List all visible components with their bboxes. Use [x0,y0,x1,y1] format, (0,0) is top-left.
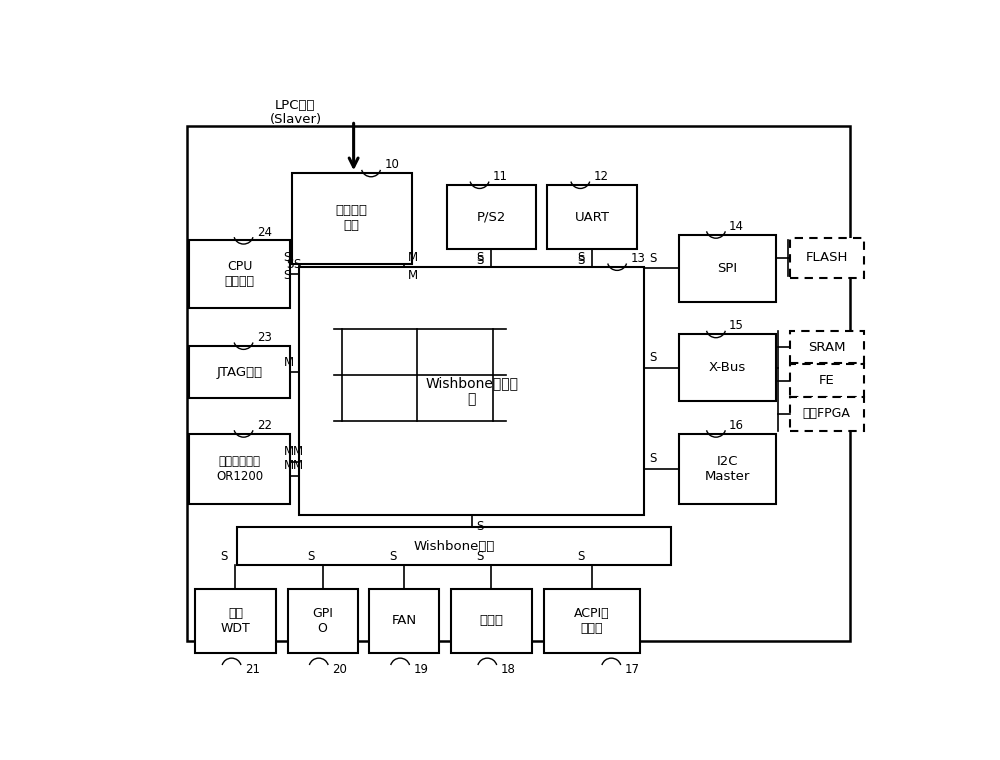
Bar [790,331,864,363]
Text: S: S [650,452,657,465]
Text: 22: 22 [257,419,272,432]
Text: UART: UART [574,211,609,223]
Text: 17: 17 [624,663,639,676]
Text: 23: 23 [257,331,272,344]
Text: S: S [476,254,483,267]
Text: S: S [389,550,396,563]
Text: 14: 14 [729,220,744,233]
Text: M: M [408,251,418,264]
Text: S: S [308,550,315,563]
Bar [189,240,290,308]
Text: FE: FE [819,374,835,387]
Text: 18: 18 [500,663,515,676]
Text: CPU
维护接口: CPU 维护接口 [225,260,255,288]
Bar [790,397,864,431]
Bar [299,267,644,515]
Text: GPI
O: GPI O [312,606,333,635]
Bar [679,334,776,401]
Text: 蜂鸣器: 蜂鸣器 [479,614,503,627]
Bar [189,433,290,504]
Text: 13: 13 [630,252,645,265]
Bar [790,238,864,278]
Text: LPC总线: LPC总线 [275,99,316,112]
Text: M: M [293,459,303,472]
Text: S: S [476,520,484,534]
Bar [369,588,439,653]
Bar [187,126,850,641]
Text: S: S [293,258,301,271]
Text: M: M [284,445,294,458]
Text: S: S [287,258,294,271]
Text: 嵌入式处理器
OR1200: 嵌入式处理器 OR1200 [216,454,263,483]
Text: 15: 15 [729,319,744,332]
Text: S: S [476,251,483,264]
Text: 12: 12 [593,170,608,183]
Text: 16: 16 [729,419,744,432]
Text: 21: 21 [245,663,260,676]
Bar [679,235,776,302]
Text: I2C
Master: I2C Master [705,454,750,483]
Text: 主机系统
接口: 主机系统 接口 [336,204,368,233]
Text: FLASH: FLASH [806,252,848,264]
Text: M: M [284,356,294,369]
Text: S: S [283,268,291,281]
Text: FAN: FAN [391,614,417,627]
Text: (Slaver): (Slaver) [269,113,322,126]
Text: JTAG接口: JTAG接口 [217,366,263,378]
Text: 20: 20 [332,663,347,676]
Text: S: S [283,251,291,264]
Text: Wishbone交叉开
关: Wishbone交叉开 关 [425,376,518,406]
Bar [447,185,536,249]
Text: SRAM: SRAM [808,340,846,353]
Text: SPI: SPI [718,261,738,274]
Text: X-Bus: X-Bus [709,361,746,374]
Bar [790,365,864,397]
Text: M: M [408,268,418,281]
Bar [547,185,637,249]
Text: S: S [650,252,657,264]
Text: S: S [476,550,483,563]
Text: 10: 10 [384,158,399,172]
Text: ACPI电
源管理: ACPI电 源管理 [574,606,610,635]
Text: S: S [577,251,584,264]
Text: S: S [577,550,584,563]
Bar [288,588,358,653]
Bar [679,433,776,504]
Text: S: S [650,351,657,364]
Text: 19: 19 [413,663,428,676]
Text: M: M [284,459,294,472]
Text: 11: 11 [493,170,508,183]
Bar [237,527,671,565]
Text: S: S [220,550,228,563]
Bar [544,588,640,653]
Text: S: S [577,254,584,267]
Text: Wishbone总线: Wishbone总线 [414,540,495,553]
Text: M: M [293,445,303,458]
Text: 24: 24 [257,226,272,239]
Bar [189,346,290,398]
Bar [292,173,412,264]
Text: 计时
WDT: 计时 WDT [221,606,250,635]
Bar [450,588,532,653]
Text: 外接FPGA: 外接FPGA [803,407,851,420]
Text: P/S2: P/S2 [477,211,506,223]
Bar [195,588,276,653]
